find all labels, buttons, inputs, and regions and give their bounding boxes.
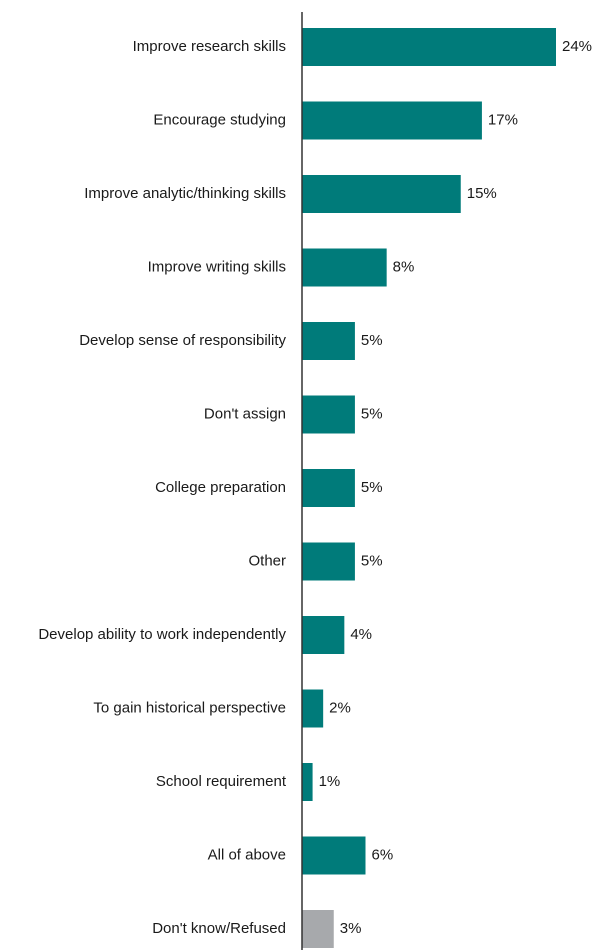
category-label: To gain historical perspective	[93, 699, 286, 716]
category-label: Develop sense of responsibility	[79, 332, 286, 349]
value-label: 3%	[340, 920, 362, 937]
value-label: 2%	[329, 699, 351, 716]
category-label: All of above	[208, 846, 286, 863]
bar	[302, 248, 387, 287]
category-label: Don't assign	[204, 405, 286, 422]
value-label: 8%	[393, 258, 415, 275]
bar	[302, 763, 313, 801]
value-label: 4%	[350, 626, 372, 643]
value-label: 24%	[562, 38, 592, 55]
value-label: 15%	[467, 185, 497, 202]
bar	[302, 28, 556, 66]
bar	[302, 395, 355, 434]
value-label: 5%	[361, 552, 383, 569]
bar	[302, 616, 345, 654]
value-label: 17%	[488, 111, 518, 128]
category-label: College preparation	[155, 479, 286, 496]
value-label: 5%	[361, 479, 383, 496]
category-label: Improve research skills	[133, 38, 286, 55]
bar	[302, 175, 461, 213]
bar	[302, 469, 355, 507]
value-label: 6%	[372, 846, 394, 863]
bar	[302, 689, 324, 728]
category-label: Encourage studying	[153, 111, 286, 128]
category-label: Improve analytic/thinking skills	[84, 185, 286, 202]
bar	[302, 101, 482, 140]
bar	[302, 542, 355, 581]
category-label: Other	[248, 552, 286, 569]
value-label: 1%	[319, 773, 341, 790]
value-label: 5%	[361, 332, 383, 349]
bar	[302, 836, 366, 875]
value-label: 5%	[361, 405, 383, 422]
category-label: School requirement	[156, 773, 287, 790]
bar	[302, 910, 334, 948]
category-label: Develop ability to work independently	[38, 626, 286, 643]
category-label: Don't know/Refused	[152, 920, 286, 937]
bar	[302, 322, 355, 360]
category-label: Improve writing skills	[148, 258, 286, 275]
